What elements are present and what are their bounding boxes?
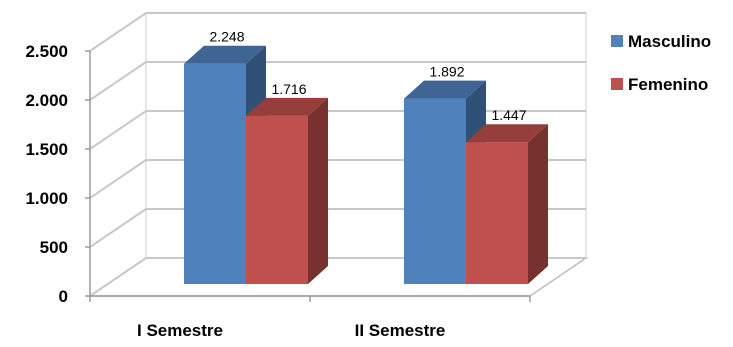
gridline (89, 61, 586, 101)
data-label: 1.892 (429, 64, 464, 80)
x-category-label: II Semestre (355, 321, 446, 340)
y-tick-label: 0 (59, 287, 68, 306)
bar-top-femenino (466, 124, 548, 143)
y-tick-label: 500 (40, 238, 68, 257)
bar-femenino-2 (466, 142, 528, 284)
bar-top-masculino (404, 80, 486, 99)
bar-top-femenino (246, 97, 328, 116)
bar-top-masculino (184, 45, 266, 64)
legend-label-masculino: Masculino (628, 32, 711, 51)
y-tick-label: 2.000 (25, 91, 68, 110)
x-category-label: I Semestre (137, 321, 223, 340)
legend-swatch-masculino (611, 35, 623, 47)
data-label: 1.447 (491, 107, 526, 123)
data-label: 1.716 (271, 81, 306, 97)
side-wall (89, 12, 147, 297)
legend: Masculino Femenino (611, 32, 711, 94)
y-tick-label: 1.000 (25, 189, 68, 208)
y-tick-label: 1.500 (25, 140, 68, 159)
y-tick-label: 2.500 (25, 42, 68, 61)
bar-masculino-2 (404, 98, 466, 284)
bar-side-femenino (528, 124, 548, 284)
axes (85, 50, 531, 302)
data-label: 2.248 (209, 29, 244, 45)
bar-femenino-1 (246, 115, 308, 284)
bars (184, 45, 548, 284)
data-labels: 2.248 1.716 1.892 1.447 (209, 29, 526, 123)
bar-masculino-1 (184, 63, 246, 284)
legend-swatch-femenino (611, 78, 623, 90)
x-axis-category-labels: I Semestre II Semestre (137, 321, 445, 340)
bar-side-femenino (308, 97, 328, 284)
legend-label-femenino: Femenino (628, 75, 708, 94)
y-axis-tick-labels: 0 500 1.000 1.500 2.000 2.500 (25, 42, 68, 306)
gridline (89, 12, 586, 52)
